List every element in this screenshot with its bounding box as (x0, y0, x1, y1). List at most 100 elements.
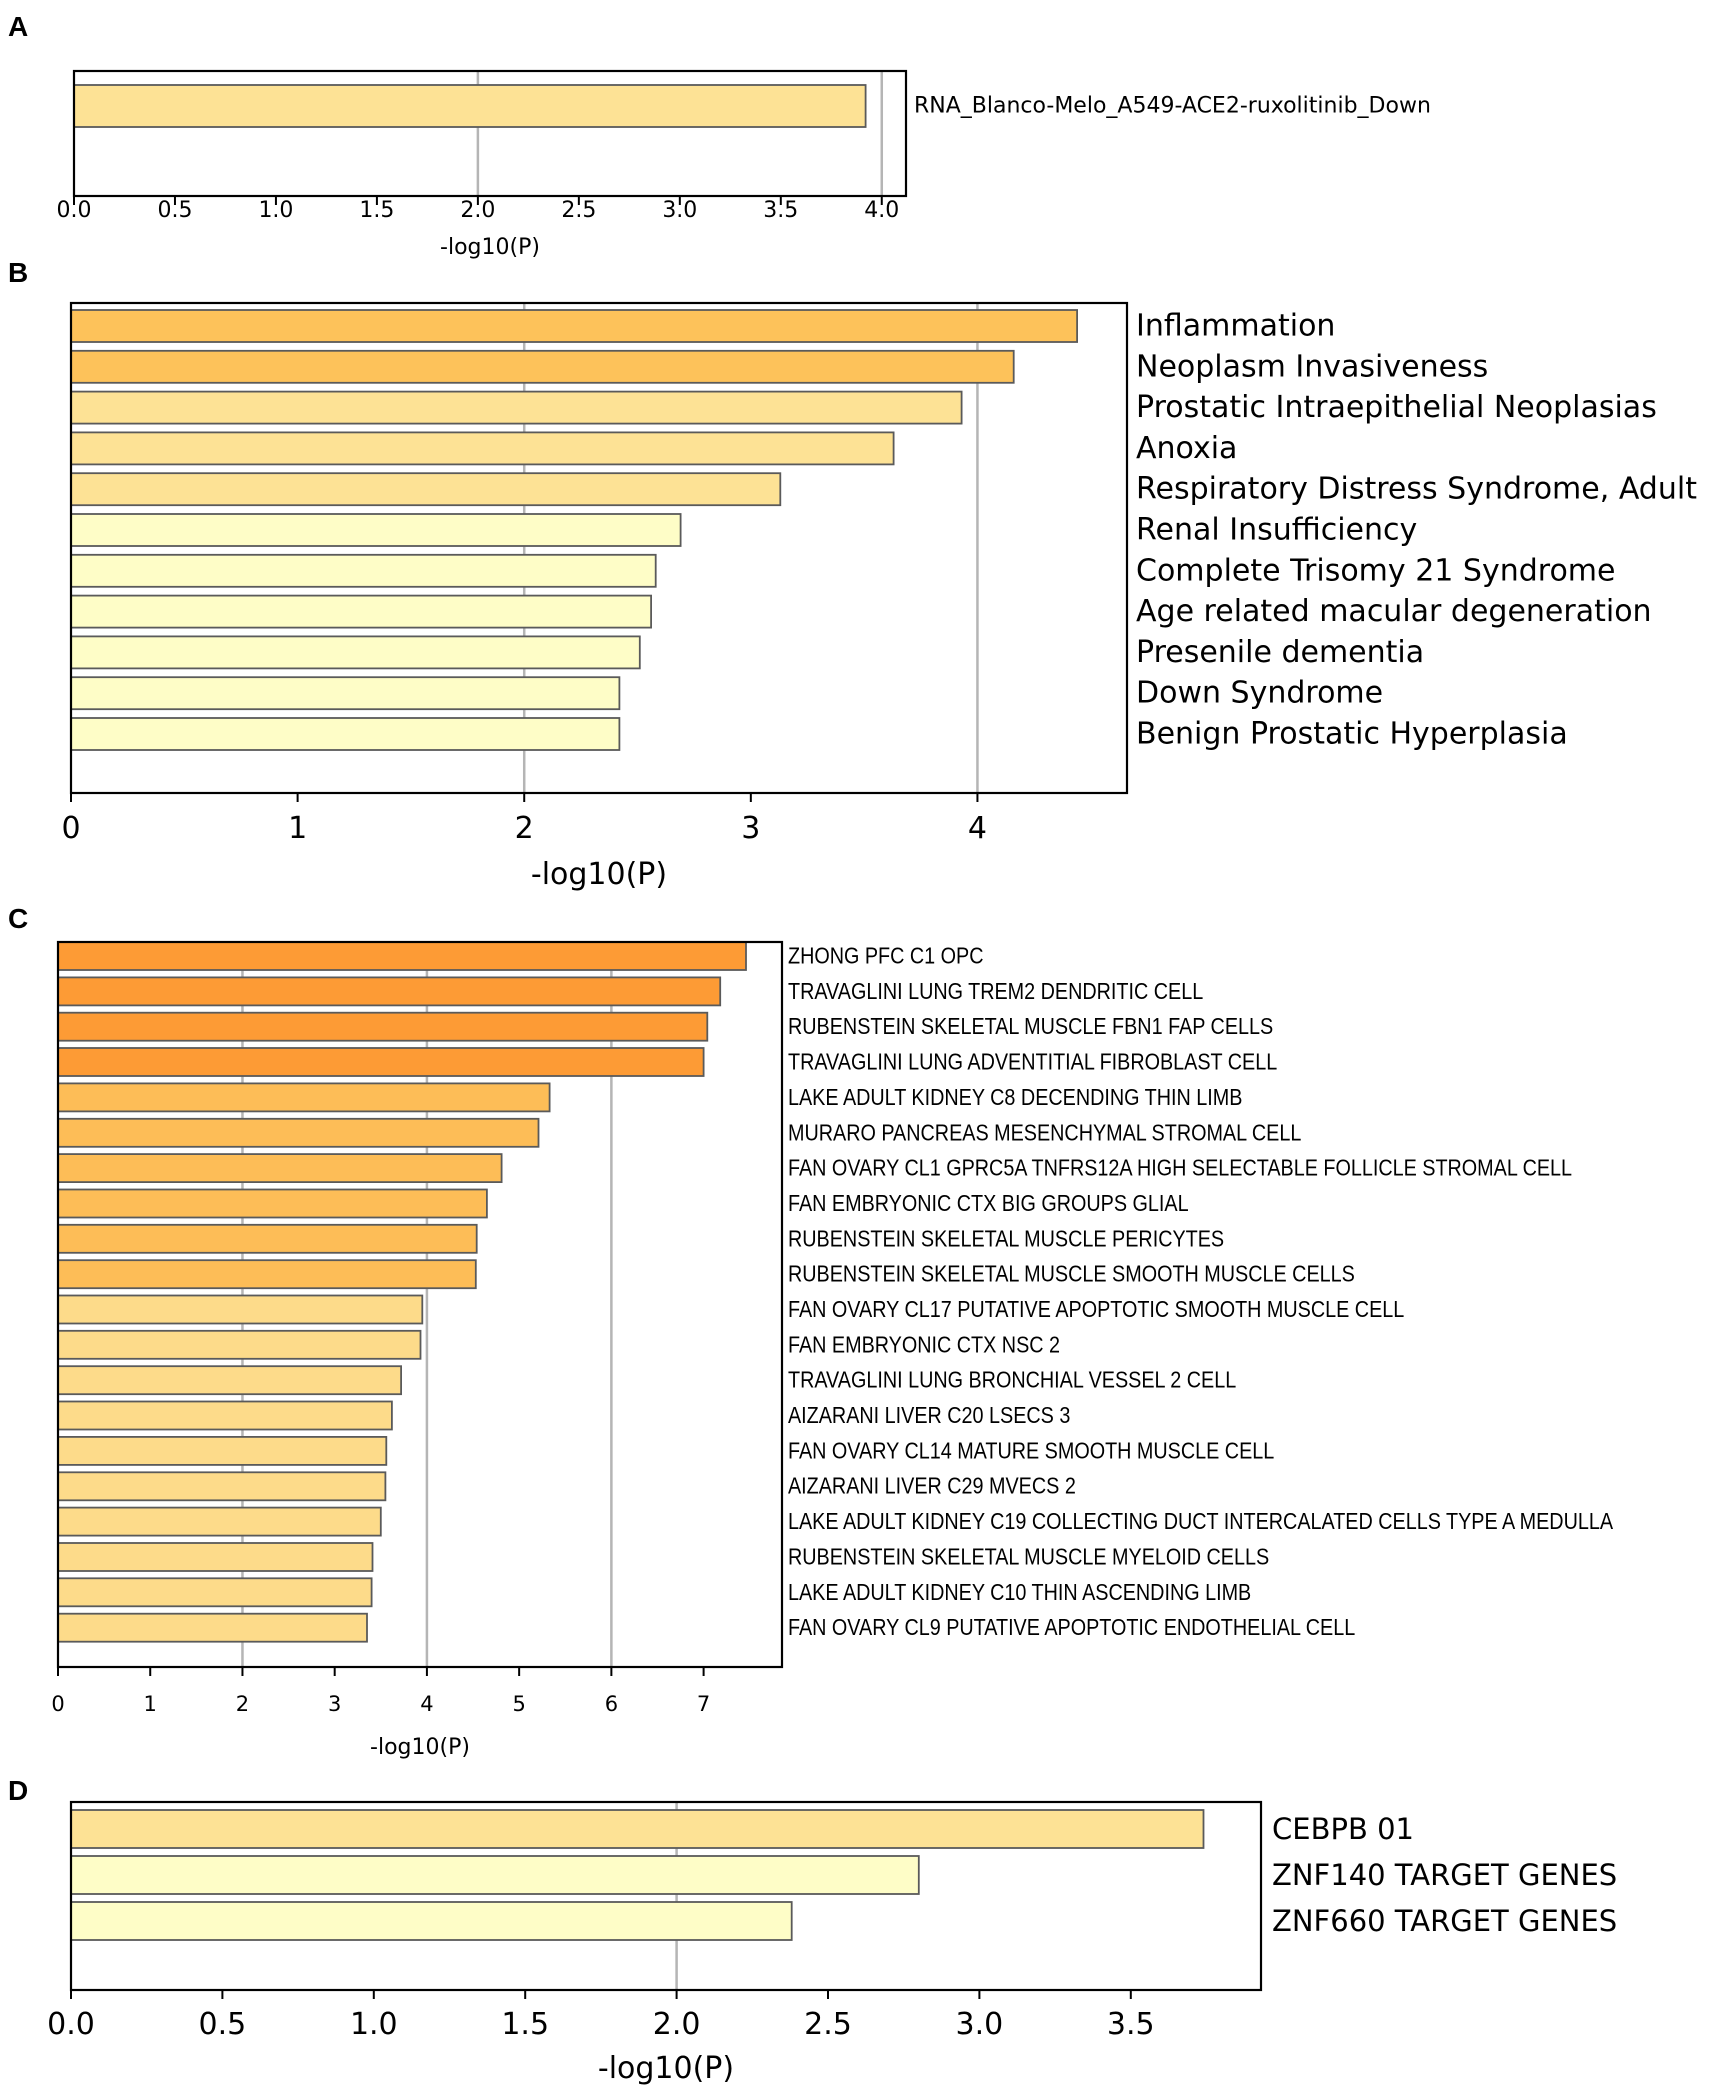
x-tick-label: 0 (51, 1692, 64, 1716)
panel-c: C ZHONG PFC C1 OPC TRAVAGLINI LUNG TREM2 D… (8, 903, 1614, 1760)
bar (70, 472, 782, 507)
bar (70, 1809, 1205, 1849)
x-tick-label: 3.0 (662, 198, 697, 223)
bar (70, 553, 657, 588)
bar (57, 1329, 422, 1360)
bar (70, 309, 1078, 343)
bar-label: ZNF660 TARGET GENES (1272, 1904, 1617, 1938)
bar-label: LAKE ADULT KIDNEY C10 THIN ASCENDING LIM… (788, 1579, 1251, 1605)
bar-label: Renal Insufficiency (1136, 513, 1417, 548)
x-tick-label: 3.0 (956, 2007, 1004, 2042)
bar (57, 1117, 540, 1148)
x-tick-label: 0.5 (199, 2007, 247, 2042)
x-tick-label: 2 (236, 1692, 249, 1716)
x-tick-label: 2.0 (653, 2007, 701, 2042)
x-tick-label: 7 (697, 1692, 710, 1716)
bar-label: CEBPB 01 (1272, 1812, 1414, 1846)
bar-label: TRAVAGLINI LUNG BRONCHIAL VESSEL 2 CELL (788, 1367, 1236, 1393)
x-tick-label: 3 (328, 1692, 341, 1716)
axes-frame (72, 69, 908, 198)
x-tick-label: 2.5 (561, 198, 596, 223)
x-axis-label: -log10(P) (440, 235, 540, 260)
x-tick-label: 5 (512, 1692, 525, 1716)
bar (70, 676, 621, 711)
x-tick-label: 1 (288, 811, 307, 846)
bar-label: ZHONG PFC C1 OPC (788, 943, 984, 969)
bar-label: AIZARANI LIVER C29 MVECS 2 (788, 1473, 1076, 1499)
bar (73, 84, 867, 128)
x-tick-label: 3.5 (763, 198, 798, 223)
x-tick-label: 0.5 (157, 198, 192, 223)
x-axis-label: -log10(P) (370, 1735, 470, 1760)
bar (70, 594, 652, 629)
bar-label: Complete Trisomy 21 Syndrome (1136, 553, 1615, 588)
bar-label: ZNF140 TARGET GENES (1272, 1858, 1617, 1892)
bar (70, 349, 1015, 384)
bar (57, 1082, 551, 1113)
x-tick-label: 4 (420, 1692, 433, 1716)
bar (57, 1542, 374, 1572)
bar (57, 1153, 503, 1183)
x-tick-label: 0 (61, 811, 80, 846)
bar (57, 1612, 368, 1643)
x-tick-label: 3 (741, 811, 760, 846)
bar (57, 941, 747, 971)
bar (57, 1577, 373, 1608)
panel-letter: C (8, 903, 28, 934)
bar-label: AIZARANI LIVER C20 LSECS 3 (788, 1403, 1070, 1429)
panel-b: B Inflammation Neoplasm Invasiveness Prosta… (8, 257, 1697, 892)
bar (70, 431, 895, 466)
bar (57, 1259, 477, 1290)
x-tick-label: 1.5 (359, 198, 394, 223)
x-tick-label: 0.0 (57, 198, 92, 223)
bar-label: TRAVAGLINI LUNG TREM2 DENDRITIC CELL (788, 978, 1203, 1004)
bar (70, 513, 682, 547)
bar (70, 635, 641, 670)
bar-label: FAN OVARY CL14 MATURE SMOOTH MUSCLE CELL (788, 1438, 1274, 1464)
bar (57, 1047, 705, 1077)
bar (57, 1400, 393, 1431)
x-tick-label: 1.5 (501, 2007, 549, 2042)
axes-frame (69, 1800, 1263, 1992)
x-tick-label: 1.0 (258, 198, 293, 223)
bar-label: RUBENSTEIN SKELETAL MUSCLE PERICYTES (788, 1226, 1224, 1252)
bar-label: Inflammation (1136, 309, 1335, 344)
axes-frame (69, 301, 1129, 795)
bar-label: TRAVAGLINI LUNG ADVENTITIAL FIBROBLAST C… (788, 1049, 1277, 1075)
bar-label: Neoplasm Invasiveness (1136, 349, 1488, 384)
bar (57, 976, 722, 1007)
panel-d: D CEBPB 01 ZNF140 TARGET GENES ZNF660 TARGE… (8, 1775, 1617, 2085)
bar-label: Anoxia (1136, 431, 1237, 466)
bar (57, 1188, 488, 1219)
x-axis-label: -log10(P) (598, 2051, 734, 2085)
bar-label: FAN OVARY CL17 PUTATIVE APOPTOTIC SMOOTH… (788, 1297, 1404, 1323)
x-tick-label: 2.0 (460, 198, 495, 223)
x-tick-label: 1 (144, 1692, 157, 1716)
bar (57, 1365, 403, 1396)
bar (70, 390, 963, 425)
bar (57, 1294, 424, 1325)
bar-label: Prostatic Intraepithelial Neoplasias (1136, 390, 1657, 425)
bar-label: Respiratory Distress Syndrome, Adult (1136, 472, 1697, 507)
panel-letter: B (8, 257, 28, 288)
bar-label: FAN EMBRYONIC CTX NSC 2 (788, 1332, 1060, 1358)
panel-letter: A (8, 11, 28, 42)
bar (57, 1011, 709, 1042)
x-tick-label: 2.5 (804, 2007, 852, 2042)
panel-a: A RNA_Blanco-Melo_A549-ACE2-ruxolitinib_D… (8, 11, 1431, 260)
bar-label: Age related macular degeneration (1136, 594, 1652, 629)
x-tick-label: 1.0 (350, 2007, 398, 2042)
bar (70, 1901, 793, 1941)
x-tick-label: 6 (605, 1692, 618, 1716)
x-tick-label: 2 (515, 811, 534, 846)
bar-label: Presenile dementia (1136, 635, 1424, 670)
bar (57, 1436, 388, 1466)
bar-label: FAN OVARY CL1 GPRC5A TNFRS12A HIGH SELEC… (788, 1155, 1572, 1181)
axes-frame (56, 940, 784, 1669)
bar-label: Benign Prostatic Hyperplasia (1136, 717, 1568, 752)
x-tick-label: 3.5 (1107, 2007, 1155, 2042)
bar-label: MURARO PANCREAS MESENCHYMAL STROMAL CELL (788, 1120, 1301, 1146)
bar-label: FAN OVARY CL9 PUTATIVE APOPTOTIC ENDOTHE… (788, 1615, 1355, 1641)
bar-label: RNA_Blanco-Melo_A549-ACE2-ruxolitinib_Do… (914, 94, 1431, 119)
